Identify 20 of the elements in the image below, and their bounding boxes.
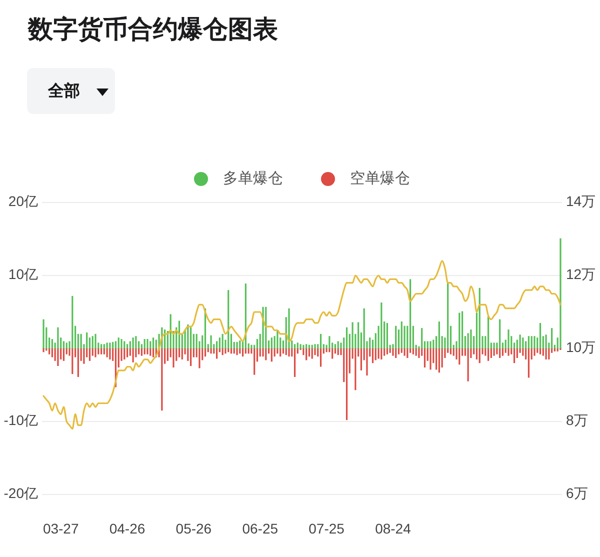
- y2-tick-label: 8万: [566, 412, 588, 428]
- y-tick-label: 20亿: [8, 193, 38, 210]
- chart-title: 数字货币合约爆仓图表: [27, 16, 278, 44]
- x-tick-label: 07-25: [308, 520, 345, 537]
- legend-label: 多单爆仓: [223, 170, 283, 187]
- y-tick-label: -20亿: [4, 485, 38, 502]
- x-tick-label: 05-26: [176, 520, 212, 537]
- y2-tick-label: 14万: [566, 193, 596, 210]
- x-tick-label: 06-25: [242, 520, 278, 537]
- y-tick-label: -10亿: [4, 412, 38, 428]
- y2-tick-label: 10万: [566, 339, 596, 356]
- x-tick-label: 03-27: [42, 520, 79, 537]
- line-series: [42, 260, 562, 430]
- x-tick-label: 04-26: [109, 520, 146, 537]
- text: 全部: [47, 82, 80, 100]
- y-tick-label: 10亿: [8, 266, 38, 282]
- x-tick-label: 08-24: [375, 520, 412, 537]
- y2-tick-label: 6万: [566, 485, 588, 502]
- y2-tick-label: 12万: [566, 266, 596, 282]
- legend-label: 空单爆仓: [350, 170, 410, 187]
